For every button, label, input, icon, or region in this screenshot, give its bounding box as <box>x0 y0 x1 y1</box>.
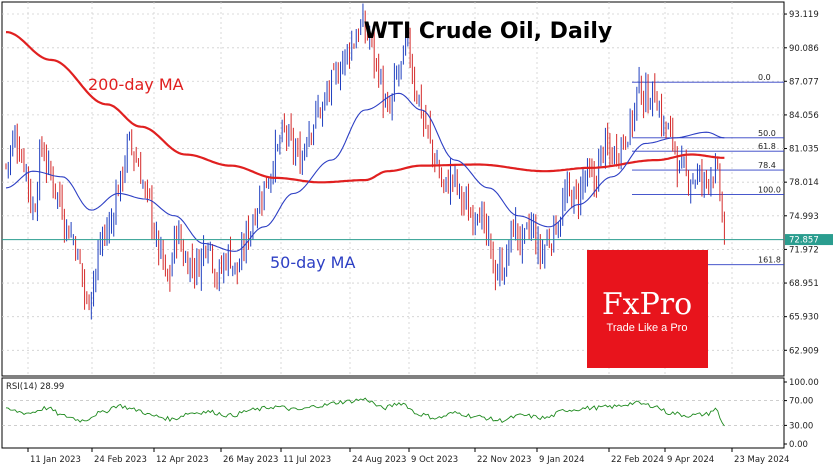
chart-title: WTI Crude Oil, Daily <box>364 19 612 44</box>
y-tick-label: 81.035 <box>789 145 819 155</box>
x-tick-label: 23 May 2024 <box>734 455 789 465</box>
y-tick-label: 74.993 <box>789 212 819 222</box>
fib-label: 161.8 <box>758 256 781 265</box>
ma200-line <box>5 31 725 184</box>
fib-label: 78.4 <box>758 161 776 170</box>
fxpro-logo: FxPro Trade Like a Pro <box>587 250 708 368</box>
y-tick-label: 65.930 <box>789 313 819 323</box>
x-tick-label: 22 Nov 2023 <box>477 455 531 465</box>
candles <box>5 3 725 320</box>
ma50-label: 50-day MA <box>270 253 355 272</box>
x-tick-label: 11 Jan 2023 <box>30 455 81 465</box>
fib-label: 61.8 <box>758 142 776 151</box>
y-tick-label: 93.119 <box>789 10 819 20</box>
x-tick-label: 9 Jan 2024 <box>539 455 585 465</box>
x-tick-label: 9 Oct 2023 <box>411 455 458 465</box>
x-axis: 11 Jan 2023 24 Feb 2023 12 Apr 2023 26 May … <box>27 448 789 465</box>
y-tick-label: 84.056 <box>789 111 819 121</box>
rsi-label: RSI(14) 28.99 <box>6 382 64 392</box>
y-tick-label: 71.972 <box>789 245 819 255</box>
moving-averages <box>5 31 725 252</box>
x-tick-label: 24 Feb 2023 <box>94 455 147 465</box>
y-tick-label: 78.014 <box>789 178 819 188</box>
rsi-tick-label: 0.00 <box>789 440 808 450</box>
x-tick-label: 11 Jul 2023 <box>283 455 331 465</box>
fib-label: 100.0 <box>758 186 781 195</box>
y-tick-label: 87.077 <box>789 77 819 87</box>
y-tick-label: 68.951 <box>789 279 819 289</box>
fib-label: 50.0 <box>758 129 776 138</box>
rsi-panel-frame <box>1 377 785 449</box>
rsi-tick-label: 70.00 <box>789 397 813 407</box>
rsi-panel: 100.00 70.00 30.00 0.00 <box>2 378 819 450</box>
rsi-tick-label: 100.00 <box>789 378 819 388</box>
y-tick-label: 90.086 <box>789 44 819 54</box>
x-tick-label: 24 Aug 2023 <box>352 455 406 465</box>
x-tick-label: 22 Feb 2024 <box>611 455 664 465</box>
svg-text:72.857: 72.857 <box>789 236 819 246</box>
x-tick-label: 26 May 2023 <box>223 455 278 465</box>
fib-label: 0.0 <box>758 73 771 82</box>
y-axis: 93.119 90.086 87.077 84.056 81.035 78.014 74.9… <box>784 10 819 356</box>
ma50-line <box>5 92 725 252</box>
ma200-label: 200-day MA <box>88 75 184 94</box>
x-tick-label: 12 Apr 2023 <box>156 455 209 465</box>
current-price-tag: 72.857 <box>785 234 833 246</box>
logo-tagline: Trade Like a Pro <box>607 322 688 334</box>
y-tick-label: 62.909 <box>789 346 819 356</box>
x-tick-label: 9 Apr 2024 <box>667 455 714 465</box>
rsi-tick-label: 30.00 <box>789 421 813 431</box>
logo-wordmark: FxPro <box>602 287 692 322</box>
rsi-line <box>5 397 725 427</box>
fibonacci-levels: 0.0 50.0 61.8 78.4 100.0 161.8 <box>632 73 784 266</box>
